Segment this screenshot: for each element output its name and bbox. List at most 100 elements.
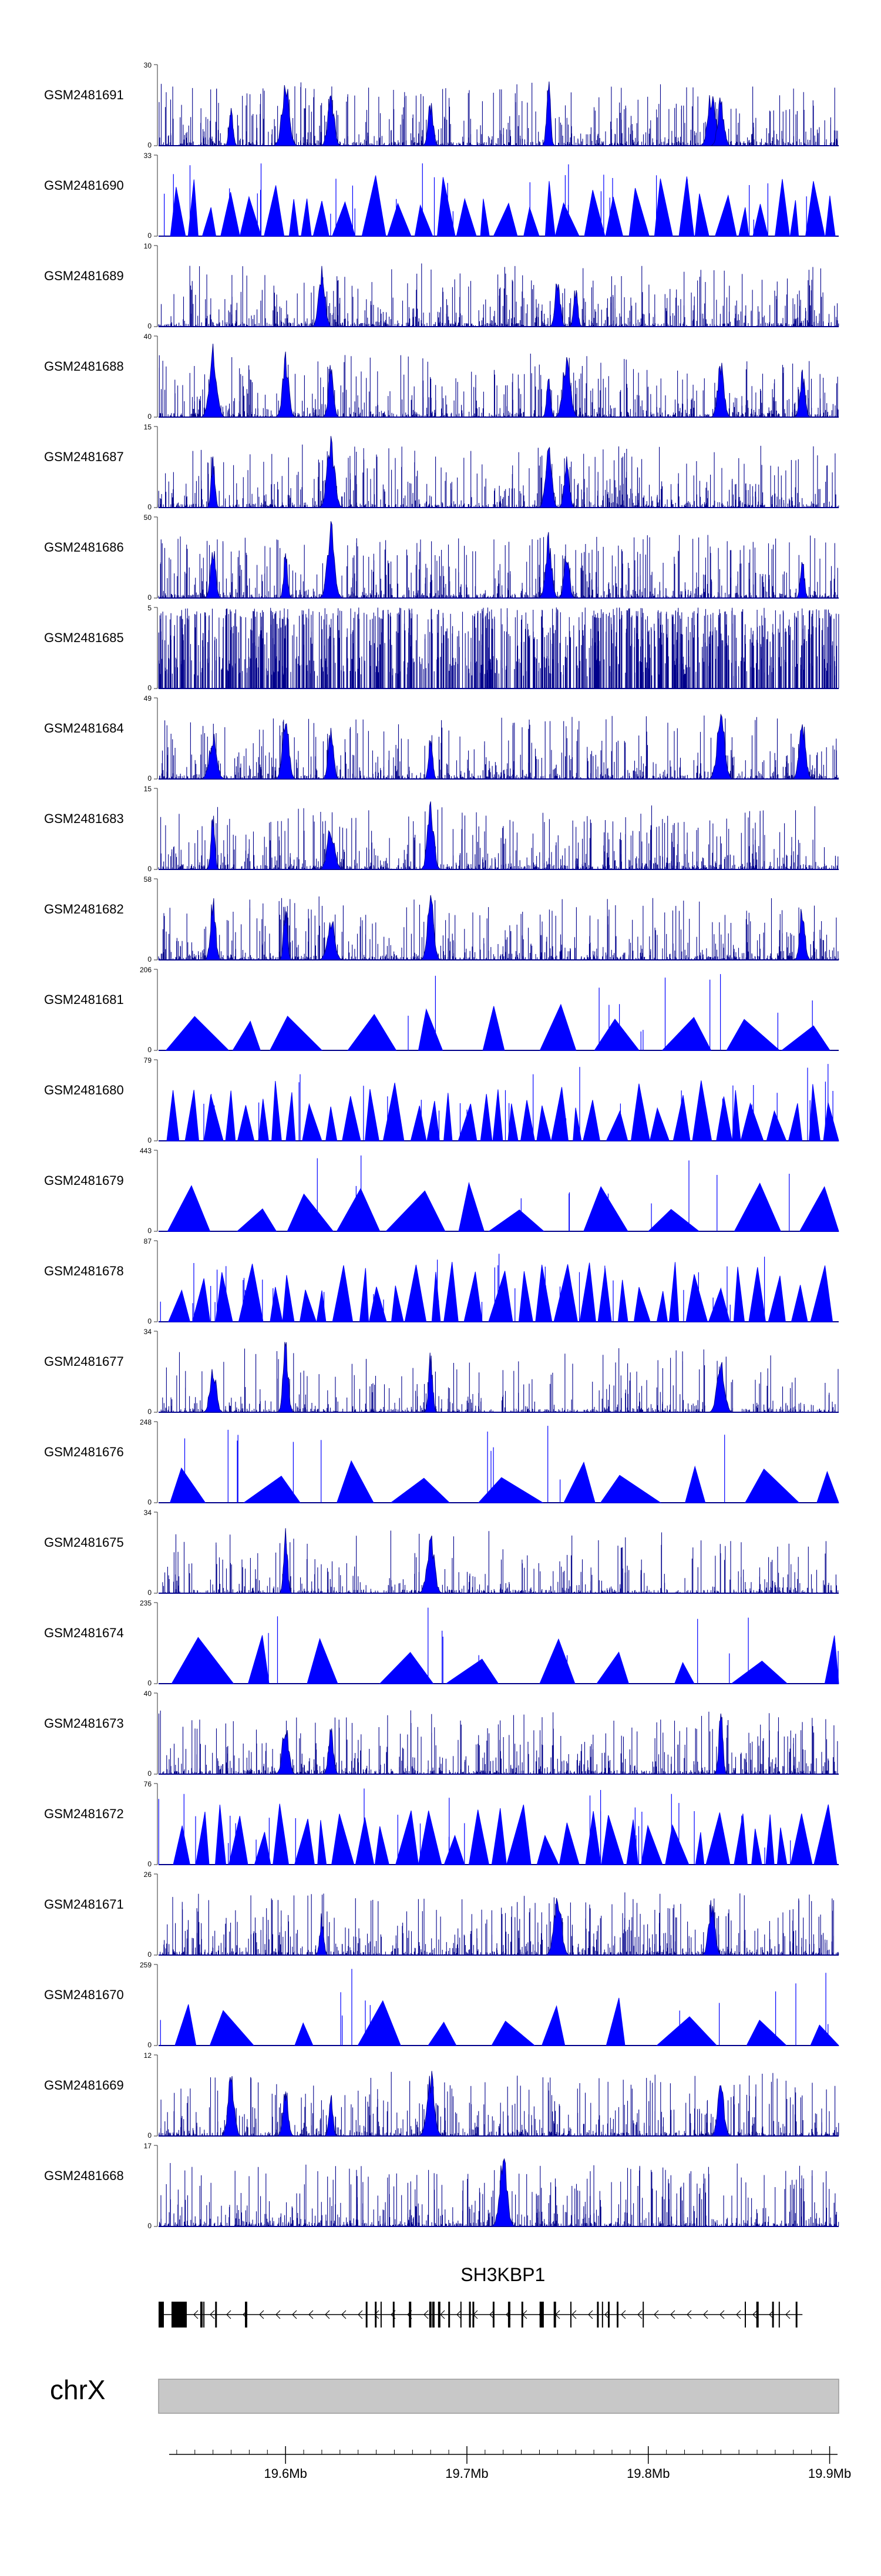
coverage-bars — [160, 1348, 839, 1412]
peak — [201, 734, 225, 780]
track-label: GSM2481691 — [44, 88, 124, 102]
x-tick-label: 19.8Mb — [627, 2466, 670, 2481]
y-max-label: 5 — [147, 604, 152, 612]
triangle-mark — [385, 1190, 446, 1232]
track-label: GSM2481685 — [44, 630, 124, 645]
triangle-mark — [594, 1018, 640, 1051]
triangle-mark — [491, 1808, 507, 1865]
triangle-mark — [816, 1470, 839, 1503]
peak — [221, 2076, 241, 2137]
triangle-mark — [536, 1105, 552, 1141]
x-tick-label: 19.9Mb — [808, 2466, 851, 2481]
triangle-mark — [379, 1652, 434, 1684]
y-max-label: 40 — [144, 333, 152, 341]
y-max-label: 248 — [140, 1418, 152, 1426]
triangle-mark — [776, 1828, 788, 1865]
track-GSM2481676: GSM2481676 248 0 — [44, 1418, 839, 1506]
coverage-bars — [160, 1892, 839, 1955]
peak — [279, 1528, 292, 1594]
triangle-mark — [391, 1285, 404, 1322]
strand-chevron — [456, 2310, 462, 2319]
track-label: GSM2481687 — [44, 449, 124, 464]
y-min-label: 0 — [147, 2222, 152, 2230]
y-max-label: 206 — [140, 966, 152, 974]
track-label: GSM2481681 — [44, 992, 124, 1007]
triangle-mark — [539, 1638, 576, 1684]
y-min-label: 0 — [147, 1950, 152, 1959]
peak — [277, 2093, 294, 2137]
triangle-mark — [539, 1003, 577, 1051]
triangle-mark — [294, 2022, 314, 2046]
y-max-label: 443 — [140, 1147, 152, 1155]
exon — [429, 2302, 432, 2328]
peak — [424, 1352, 437, 1413]
triangle-mark — [312, 200, 329, 237]
track-GSM2481675: GSM2481675 34 0 — [44, 1509, 839, 1597]
y-min-label: 0 — [147, 955, 152, 963]
y-max-label: 33 — [144, 152, 152, 160]
track-label: GSM2481673 — [44, 1716, 124, 1731]
exon — [409, 2302, 412, 2328]
strand-chevron — [719, 2310, 725, 2319]
track-GSM2481686: GSM2481686 50 0 — [44, 513, 839, 602]
exon — [756, 2302, 759, 2328]
triangle-mark — [661, 1016, 712, 1051]
peak — [792, 724, 812, 780]
peak — [322, 1728, 339, 1775]
triangle-mark — [506, 1804, 532, 1865]
peak — [312, 266, 332, 327]
triangle-mark — [209, 2010, 255, 2046]
triangle-mark — [347, 1013, 397, 1051]
y-min-label: 0 — [147, 322, 152, 330]
strand-chevron — [259, 2310, 264, 2319]
track-GSM2481669: GSM2481669 12 0 — [44, 2051, 839, 2140]
triangle-mark — [167, 1185, 211, 1232]
peak — [275, 351, 295, 418]
triangle-mark — [359, 1268, 369, 1322]
strand-chevron — [637, 2310, 643, 2319]
triangle-mark — [716, 1096, 733, 1141]
strand-chevron — [588, 2310, 593, 2319]
exon — [365, 2302, 368, 2328]
coverage-bars — [158, 1710, 838, 1774]
y-min-label: 0 — [147, 1227, 152, 1235]
coverage-bars — [159, 354, 839, 417]
triangle-mark — [389, 1477, 450, 1503]
strand-chevron — [736, 2310, 741, 2319]
track-label: GSM2481678 — [44, 1264, 124, 1278]
strand-chevron — [687, 2310, 692, 2319]
y-max-label: 79 — [144, 1056, 152, 1064]
peak — [321, 95, 341, 146]
triangle-mark — [535, 1264, 553, 1322]
spike-marks — [158, 1788, 791, 1865]
y-min-label: 0 — [147, 231, 152, 240]
track-GSM2481688: GSM2481688 40 0 — [44, 333, 839, 421]
triangle-mark — [270, 1287, 283, 1322]
triangle-mark — [790, 1813, 813, 1865]
exon — [521, 2302, 523, 2328]
track-label: GSM2481677 — [44, 1354, 124, 1369]
track-GSM2481691: GSM2481691 30 0 — [44, 61, 839, 149]
exon — [438, 2302, 441, 2328]
peak — [542, 81, 555, 146]
track-label: GSM2481682 — [44, 902, 124, 916]
exon — [608, 2302, 610, 2328]
triangle-mark — [605, 196, 624, 237]
triangle-mark — [184, 1090, 200, 1141]
triangle-mark — [166, 1090, 180, 1141]
triangle-mark — [668, 1262, 680, 1322]
y-max-label: 10 — [144, 242, 152, 250]
strand-chevron — [193, 2310, 199, 2319]
y-min-label: 0 — [147, 1408, 152, 1416]
exon — [617, 2302, 618, 2328]
triangle-mark — [789, 200, 799, 237]
triangle-mark — [746, 2019, 788, 2046]
peak — [319, 829, 342, 870]
strand-chevron — [621, 2310, 626, 2319]
peak — [207, 456, 220, 508]
strand-chevron — [785, 2310, 791, 2319]
y-max-label: 12 — [144, 2051, 152, 2060]
peak — [559, 456, 575, 508]
triangle-mark — [168, 1289, 191, 1322]
